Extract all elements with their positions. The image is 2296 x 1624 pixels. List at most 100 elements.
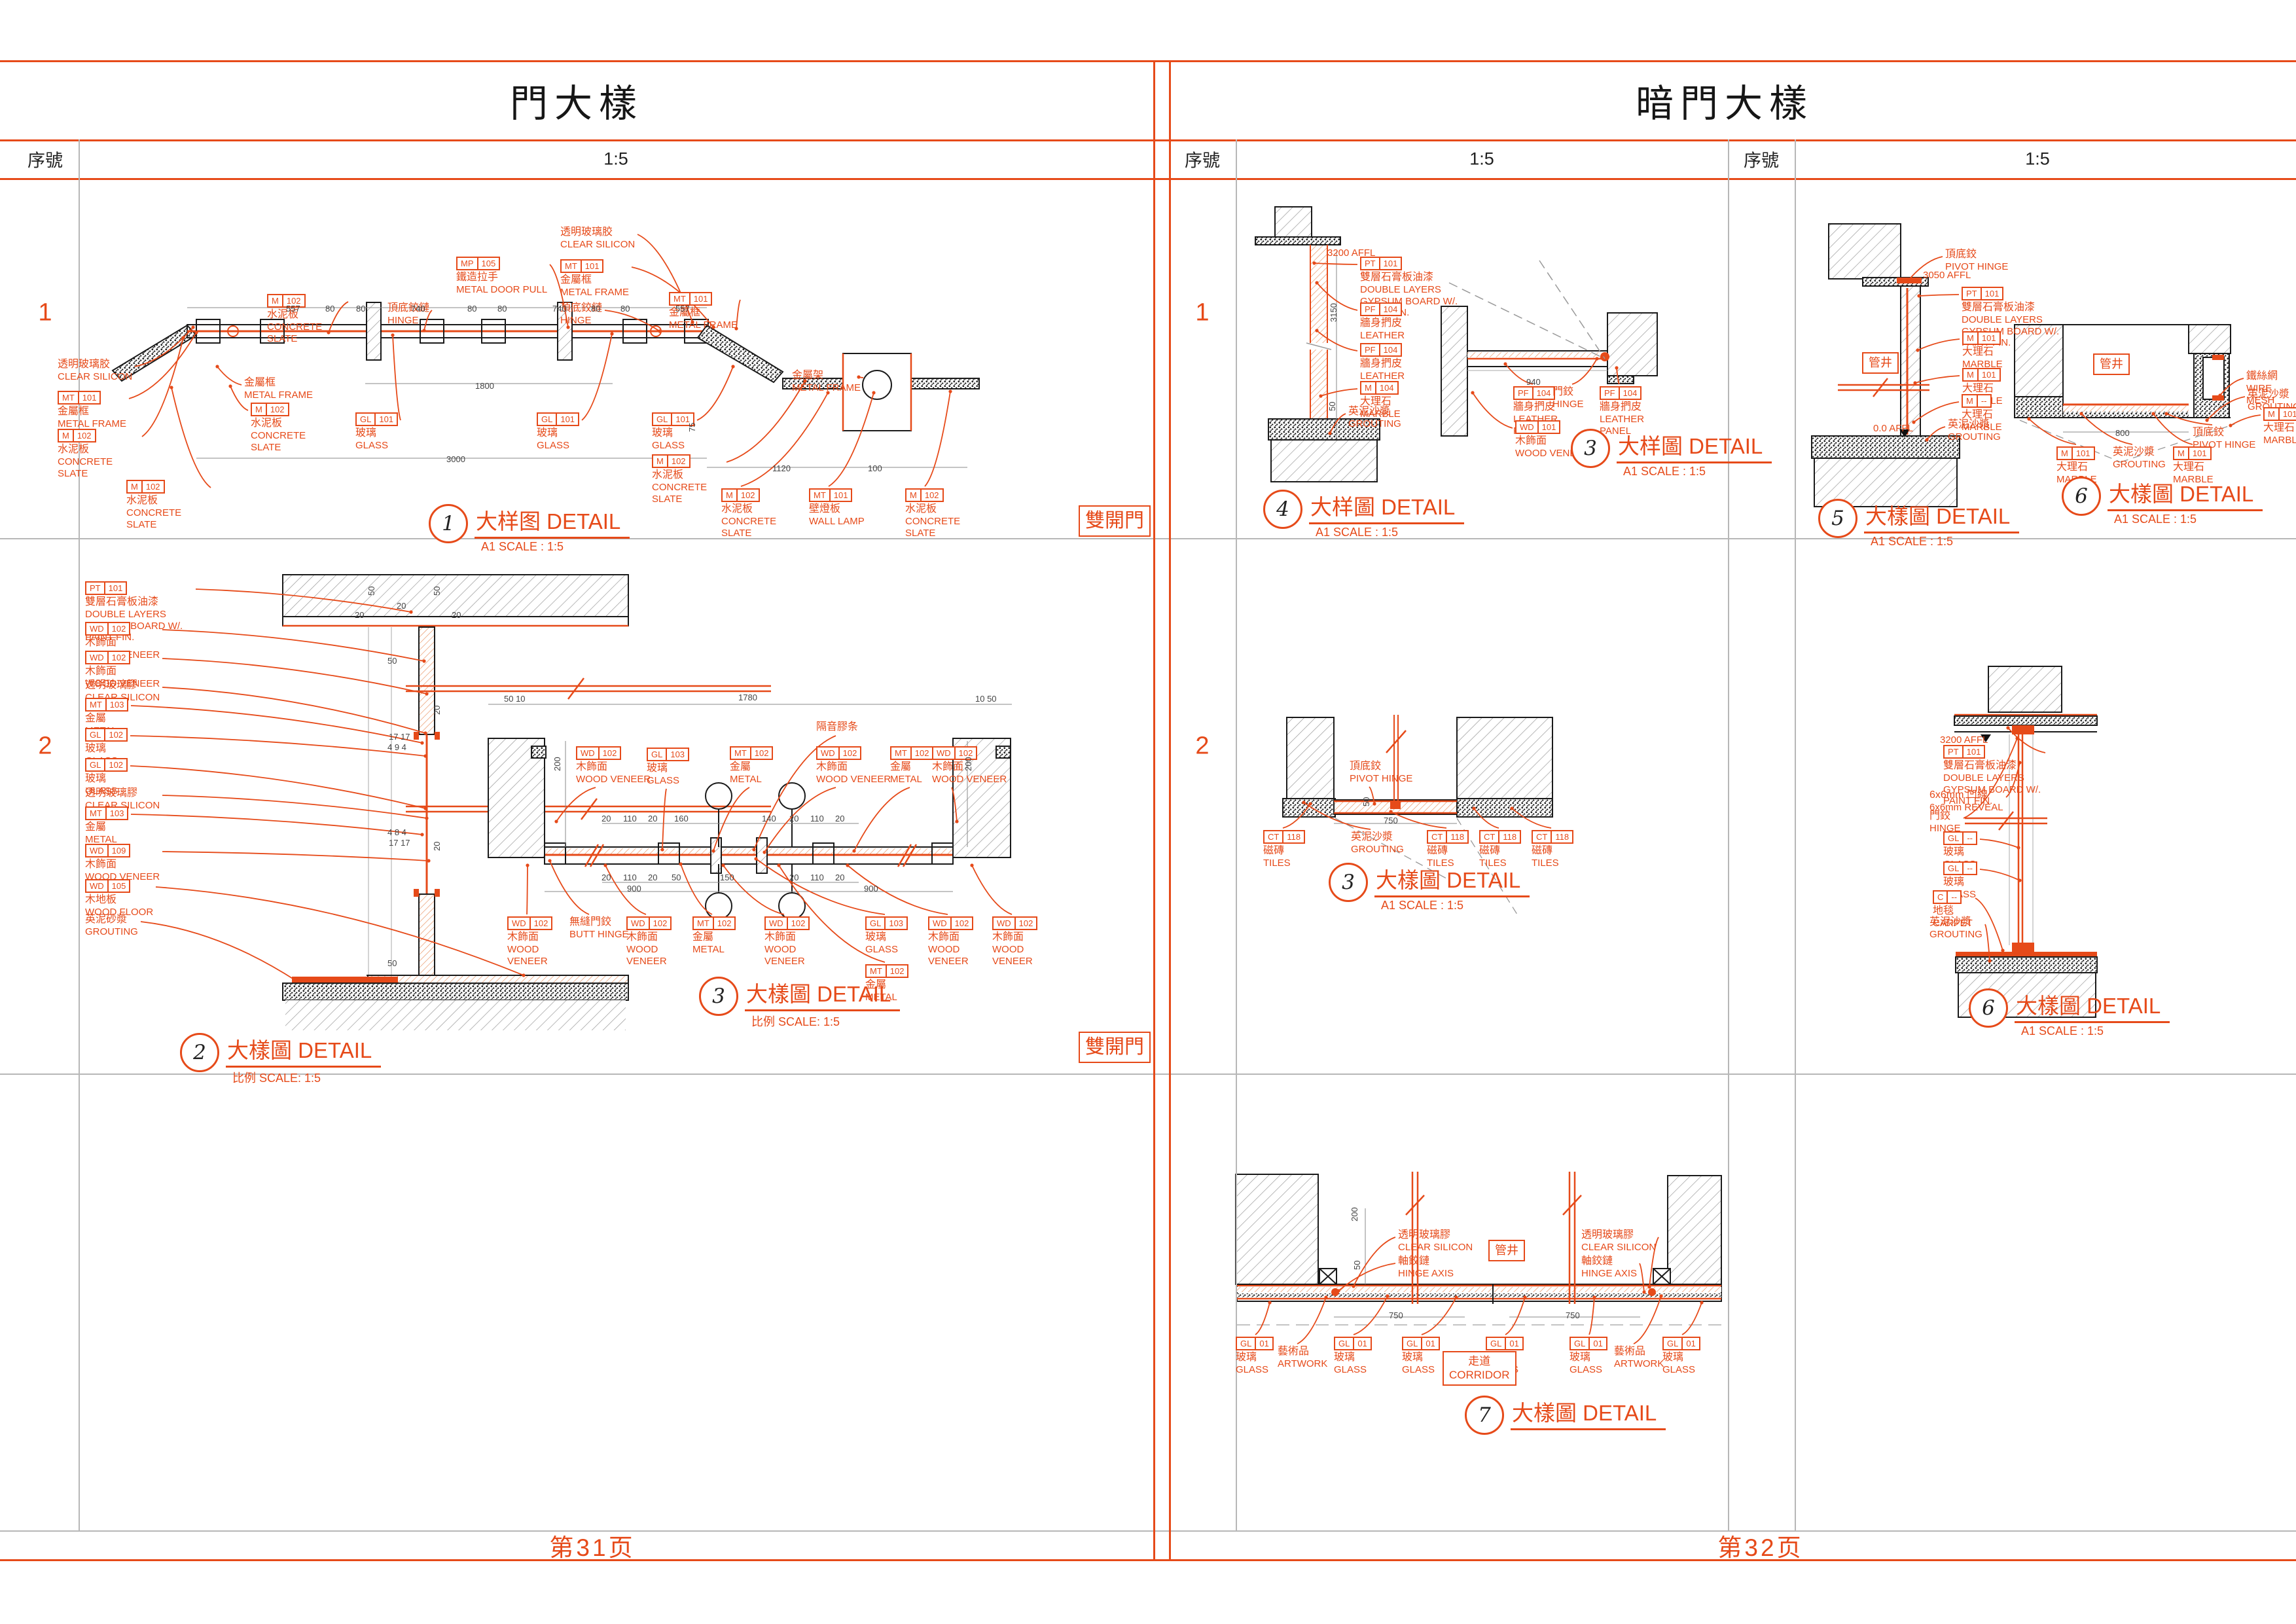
label-english-text: GLASS bbox=[537, 439, 570, 451]
note-label: 頂底鉸 PIVOT HINGE bbox=[1350, 761, 1412, 785]
tag-part: GL bbox=[867, 918, 886, 929]
detail-number-bubble: 3 bbox=[1571, 429, 1610, 468]
label-english-text: TILES bbox=[1263, 857, 1291, 869]
material-tag-label: MT 101 金屬框 METAL FRAME bbox=[560, 259, 629, 298]
label-english-text: GLASS bbox=[1662, 1363, 1696, 1375]
tag-part: M bbox=[2265, 408, 2280, 420]
leader-line bbox=[924, 391, 951, 487]
tag-part: C bbox=[1934, 892, 1948, 903]
leader-arrow-dot bbox=[857, 375, 861, 379]
dimension-text: 80 bbox=[467, 304, 477, 314]
label-chinese-text: 玻璃 bbox=[355, 427, 377, 439]
material-code-tag: CT 118 bbox=[1427, 830, 1469, 844]
tag-part: CT bbox=[1480, 831, 1500, 842]
material-code-tag: GL 01 bbox=[1334, 1337, 1372, 1350]
leader-line bbox=[1369, 786, 1375, 804]
material-code-tag: GL 01 bbox=[1236, 1337, 1274, 1350]
material-code-tag: M 104 bbox=[1360, 381, 1399, 395]
tag-part: 118 bbox=[1450, 832, 1465, 842]
label-english-text: METAL bbox=[890, 773, 922, 785]
leader-arrow-dot bbox=[731, 365, 735, 369]
title-divider-line bbox=[0, 139, 2296, 141]
frame-top-line bbox=[0, 60, 2296, 62]
dimension-text: 110 bbox=[623, 873, 637, 882]
label-chinese-text: 玻璃 bbox=[537, 427, 558, 439]
detail-number-bubble: 2 bbox=[180, 1033, 219, 1072]
dimension-text: 20 bbox=[648, 814, 658, 823]
detail-scale: A1 SCALE : 1:5 bbox=[1381, 899, 1464, 912]
label-chinese-text: 玻璃 bbox=[1334, 1352, 1355, 1363]
tag-part: CT bbox=[1428, 831, 1448, 842]
leader-line bbox=[1505, 363, 1534, 385]
material-tag-label: MP 105 鐵造拉手 METAL DOOR PULL bbox=[456, 257, 547, 296]
dimension-text: 50 bbox=[672, 873, 681, 882]
label-chinese-text: 牆身捫皮 bbox=[1600, 401, 1642, 412]
tag-part: PT bbox=[1945, 746, 1964, 757]
leader-arrow-dot bbox=[1907, 278, 1910, 282]
tag-part: 101 bbox=[1541, 422, 1556, 432]
label-chinese-text: 牆身捫皮 bbox=[1360, 358, 1403, 369]
label-english-text: CONCRETE SLATE bbox=[251, 429, 306, 453]
leader-arrow-dot bbox=[721, 863, 725, 867]
leader-line bbox=[392, 334, 401, 421]
material-code-tag: M 101 bbox=[2263, 407, 2296, 421]
leader-arrow-dot bbox=[1503, 362, 1507, 366]
leader-arrow-dot bbox=[423, 731, 427, 735]
dimension-text: 740 bbox=[411, 304, 425, 314]
tag-part: 101 bbox=[1981, 333, 1996, 343]
leader-arrow-dot bbox=[1647, 1285, 1651, 1289]
label-english-text: 3200 AFFL bbox=[1327, 247, 1376, 259]
leader-arrow-dot bbox=[1642, 1290, 1646, 1294]
leader-arrow-dot bbox=[754, 857, 758, 861]
tag-part: 01 bbox=[1259, 1339, 1269, 1348]
label-chinese-text: 壁燈板 bbox=[809, 503, 841, 514]
note-label: 藝術品 ARTWORK bbox=[1614, 1346, 1664, 1370]
header-divider-line bbox=[0, 178, 2296, 180]
label-english-text: METAL FRAME bbox=[792, 382, 861, 393]
leader-arrow-dot bbox=[522, 973, 526, 977]
dimension-text: 20 bbox=[648, 873, 658, 882]
detail-number-bubble: 3 bbox=[699, 977, 738, 1016]
label-english-text: GLASS bbox=[652, 439, 685, 451]
material-code-tag: MT 101 bbox=[669, 292, 713, 306]
material-tag-label: M 102 水泥板 CONCRETE SLATE bbox=[267, 294, 346, 344]
tag-part: PT bbox=[86, 583, 105, 594]
material-code-tag: WD 102 bbox=[932, 746, 978, 760]
label-chinese-text: 英泥沙漿 bbox=[1348, 406, 1391, 417]
material-code-tag: WD 109 bbox=[85, 844, 131, 857]
tag-part: 102 bbox=[671, 456, 686, 466]
note-label: 3200 AFFL bbox=[1940, 734, 1988, 746]
tag-part: PF bbox=[1361, 344, 1380, 355]
label-english-text: HINGE bbox=[560, 314, 592, 326]
left-serial-header: 序號 bbox=[27, 151, 63, 171]
material-code-tag: MT 102 bbox=[692, 916, 736, 930]
tag-part: WD bbox=[577, 748, 600, 759]
dimension-text: 80 bbox=[497, 304, 507, 314]
tag-part: M bbox=[906, 490, 922, 501]
material-code-tag: MT 101 bbox=[809, 488, 853, 502]
tag-part: MT bbox=[86, 808, 107, 819]
leader-line bbox=[1979, 839, 2019, 848]
label-english-text: GLASS bbox=[647, 774, 680, 786]
tag-part: 102 bbox=[270, 405, 285, 414]
detail-scale: 比例 SCALE: 1:5 bbox=[751, 1015, 840, 1028]
leader-arrow-dot bbox=[711, 325, 715, 329]
label-chinese-text: 牆身捫皮 bbox=[1360, 317, 1403, 329]
tag-part: GL bbox=[1571, 1338, 1590, 1349]
leader-arrow-dot bbox=[1302, 801, 1306, 804]
dimension-text: 3150 bbox=[1329, 303, 1338, 322]
leader-arrow-dot bbox=[422, 329, 426, 333]
detail-scale: A1 SCALE : 1:5 bbox=[1623, 465, 1706, 478]
material-code-tag: GL 101 bbox=[537, 412, 580, 426]
tag-part: GL bbox=[538, 414, 558, 425]
material-code-tag: WD 105 bbox=[85, 879, 131, 893]
material-code-tag: GL 102 bbox=[85, 728, 128, 742]
box-label-line: 管井 bbox=[2100, 357, 2123, 370]
leader-arrow-dot bbox=[1328, 431, 1332, 435]
